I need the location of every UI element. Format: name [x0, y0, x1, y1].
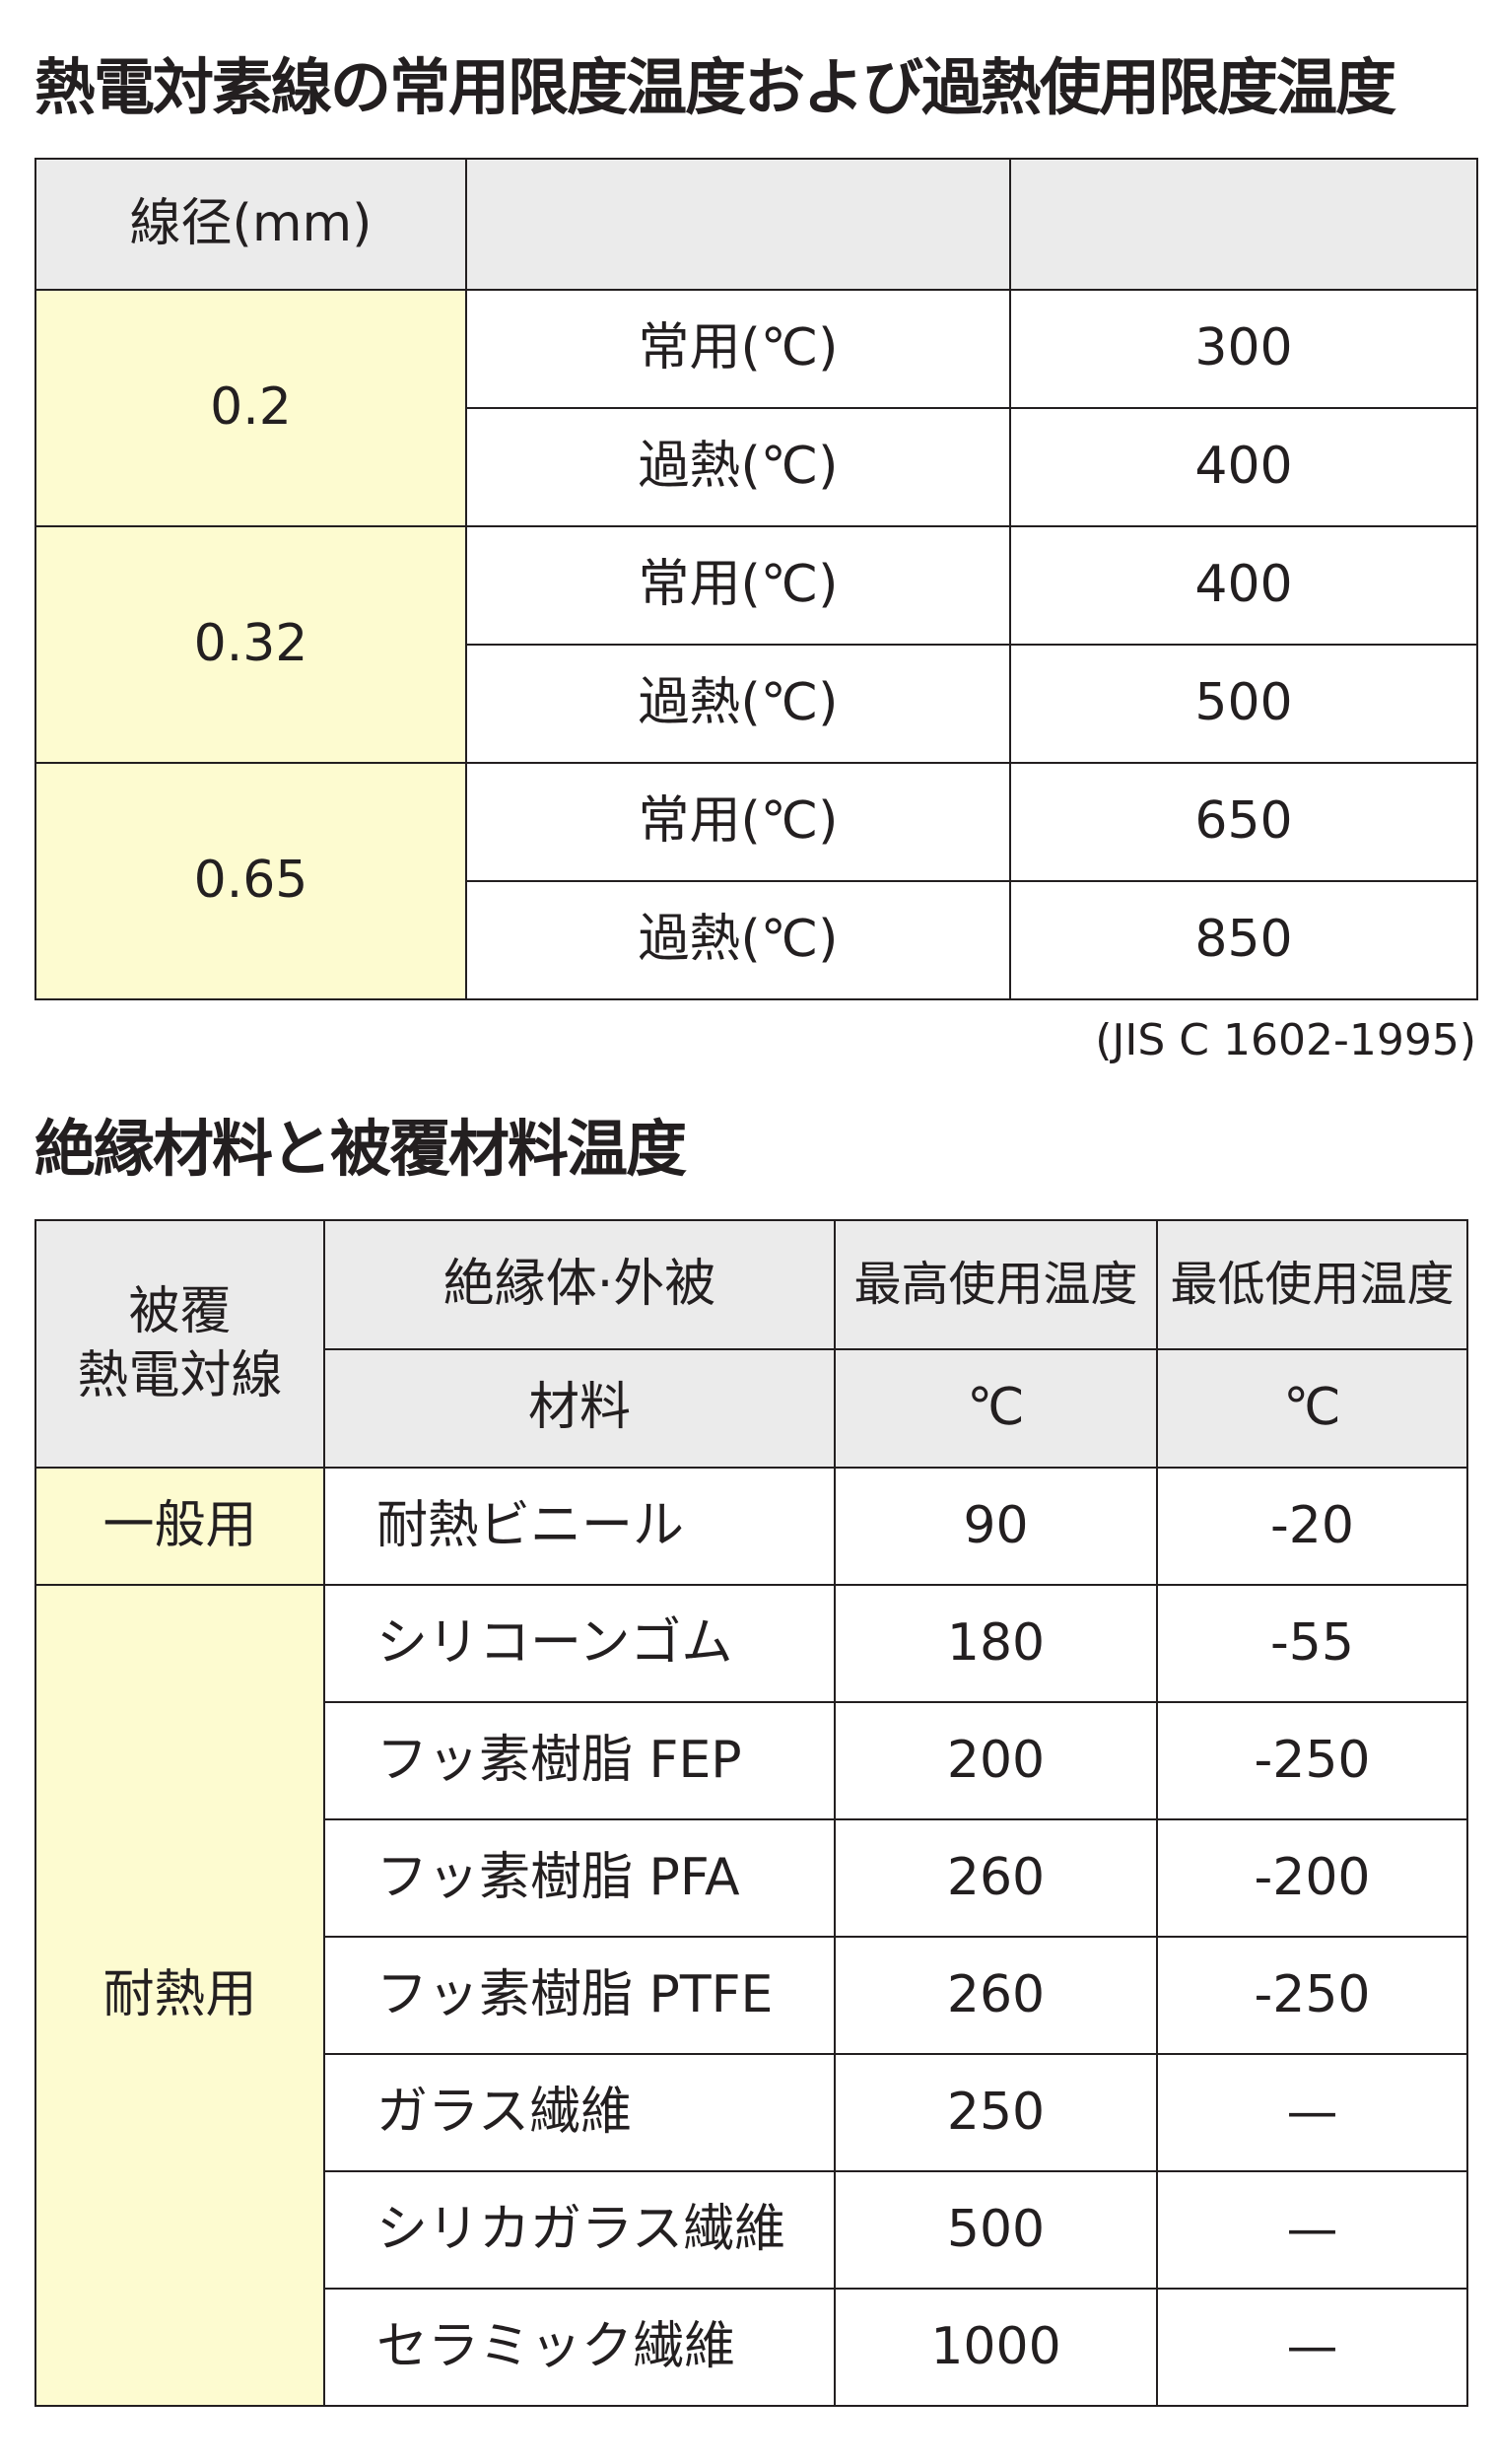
overheat-label: 過熱(℃) — [465, 644, 1011, 764]
temperature-limit-table: 線径(mm) 0.2 常用(℃) 300 過熱(℃) 400 0.32 常用(℃) 400 過熱… — [34, 158, 1478, 1000]
diameter-cell: 0.2 — [34, 289, 467, 527]
max-temp-cell: 500 — [834, 2170, 1158, 2290]
overheat-value: 850 — [1009, 880, 1478, 1000]
normal-label: 常用(℃) — [465, 525, 1011, 646]
normal-value: 300 — [1009, 289, 1478, 409]
max-temp-cell: 260 — [834, 1936, 1158, 2055]
max-temp-cell: 1000 — [834, 2288, 1158, 2407]
max-temp-cell: 250 — [834, 2053, 1158, 2172]
table-row: シリカガラス繊維 500— — [35, 2170, 1468, 2290]
min-temp-cell: -250 — [1156, 1936, 1468, 2055]
max-temp-cell: 90 — [834, 1467, 1158, 1586]
header-col3 — [1009, 158, 1478, 291]
header-max-unit: ℃ — [834, 1348, 1158, 1469]
max-temp-cell: 180 — [834, 1584, 1158, 1703]
table-row: 過熱(℃) 500 — [35, 644, 1478, 764]
diameter-cell: 0.65 — [34, 762, 467, 1000]
header-material-top: 絶縁体·外被 — [323, 1219, 836, 1350]
material-cell: シリコーンゴム — [323, 1584, 836, 1703]
insulation-material-table: 被覆 熱電対線 絶縁体·外被 最高使用温度 最低使用温度 材料 ℃ ℃ 一般用耐… — [34, 1219, 1468, 2407]
header-diameter: 線径(mm) — [34, 158, 467, 291]
min-temp-cell: -250 — [1156, 1701, 1468, 1820]
diameter-cell: 0.32 — [34, 525, 467, 764]
min-temp-cell: -20 — [1156, 1467, 1468, 1586]
header-min: 最低使用温度 — [1156, 1219, 1468, 1350]
table-row: セラミック繊維 1000— — [35, 2288, 1468, 2407]
material-cell: 耐熱ビニール — [323, 1467, 836, 1586]
normal-value: 650 — [1009, 762, 1478, 882]
group-label: 耐熱用 — [34, 1584, 325, 2407]
material-cell: シリカガラス繊維 — [323, 2170, 836, 2290]
overheat-label: 過熱(℃) — [465, 880, 1011, 1000]
section1-title: 熱電対素線の常用限度温度および過熱使用限度温度 — [34, 51, 1396, 123]
table-row: 耐熱用 シリコーンゴム 180 -55 — [34, 1584, 1468, 2407]
group-label: 一般用 — [34, 1467, 325, 1586]
header-col2 — [465, 158, 1011, 291]
max-temp-cell: 260 — [834, 1818, 1158, 1938]
table-row: フッ素樹脂 FEP 200 -250 — [35, 1701, 1468, 1820]
min-temp-cell: -200 — [1156, 1818, 1468, 1938]
material-cell: ガラス繊維 — [323, 2053, 836, 2172]
material-cell: セラミック繊維 — [323, 2288, 836, 2407]
min-temp-cell: — — [1156, 2053, 1468, 2172]
max-temp-cell: 200 — [834, 1701, 1158, 1820]
min-temp-cell: — — [1156, 2288, 1468, 2407]
min-temp-cell: -55 — [1156, 1584, 1468, 1703]
material-cell: フッ素樹脂 PTFE — [323, 1936, 836, 2055]
table-row: 過熱(℃) 400 — [35, 407, 1478, 527]
header-type: 被覆 熱電対線 — [34, 1219, 325, 1469]
table-row: 0.65 常用(℃) 650 — [34, 762, 1478, 1000]
standard-note: (JIS C 1602-1995) — [1095, 1015, 1476, 1065]
section2-title: 絶縁材料と被覆材料温度 — [34, 1113, 687, 1185]
table-row: 一般用 耐熱ビニール 90 -20 — [34, 1467, 1468, 1586]
overheat-value: 400 — [1009, 407, 1478, 527]
table-row: 過熱(℃) 850 — [35, 880, 1478, 1000]
table-row: 0.2 常用(℃) 300 — [34, 289, 1478, 527]
table-row: フッ素樹脂 PFA 260 -200 — [35, 1818, 1468, 1938]
header-min-unit: ℃ — [1156, 1348, 1468, 1469]
table-row: 0.32 常用(℃) 400 — [34, 525, 1478, 764]
normal-label: 常用(℃) — [465, 762, 1011, 882]
table-row: フッ素樹脂 PTFE 260 -250 — [35, 1936, 1468, 2055]
overheat-value: 500 — [1009, 644, 1478, 764]
header-material-bottom: 材料 — [323, 1348, 836, 1469]
material-cell: フッ素樹脂 FEP — [323, 1701, 836, 1820]
table-row: ガラス繊維 250— — [35, 2053, 1468, 2172]
overheat-label: 過熱(℃) — [465, 407, 1011, 527]
material-cell: フッ素樹脂 PFA — [323, 1818, 836, 1938]
min-temp-cell: — — [1156, 2170, 1468, 2290]
header-max: 最高使用温度 — [834, 1219, 1158, 1350]
normal-label: 常用(℃) — [465, 289, 1011, 409]
normal-value: 400 — [1009, 525, 1478, 646]
